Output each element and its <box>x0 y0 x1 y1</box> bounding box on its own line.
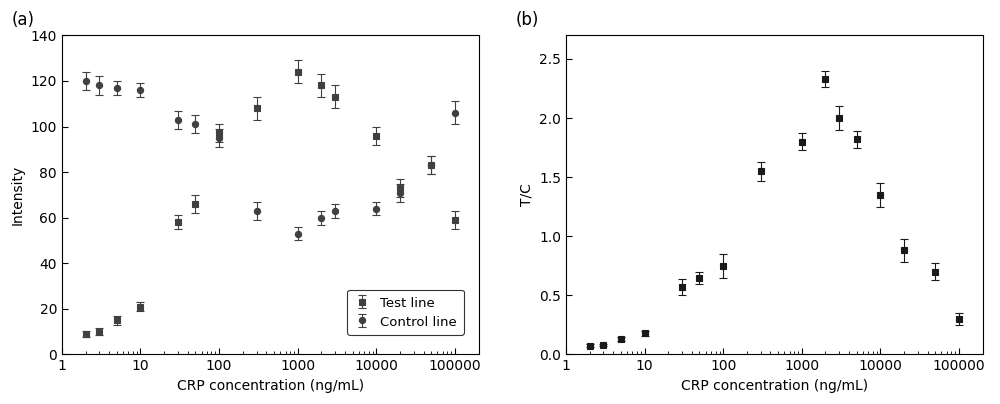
X-axis label: CRP concentration (ng/mL): CRP concentration (ng/mL) <box>681 379 868 393</box>
Legend: Test line, Control line: Test line, Control line <box>347 290 464 335</box>
Y-axis label: Intensity: Intensity <box>11 165 25 225</box>
Text: (a): (a) <box>12 11 35 29</box>
Text: (b): (b) <box>516 11 539 29</box>
X-axis label: CRP concentration (ng/mL): CRP concentration (ng/mL) <box>177 379 364 393</box>
Y-axis label: T/C: T/C <box>520 183 534 206</box>
